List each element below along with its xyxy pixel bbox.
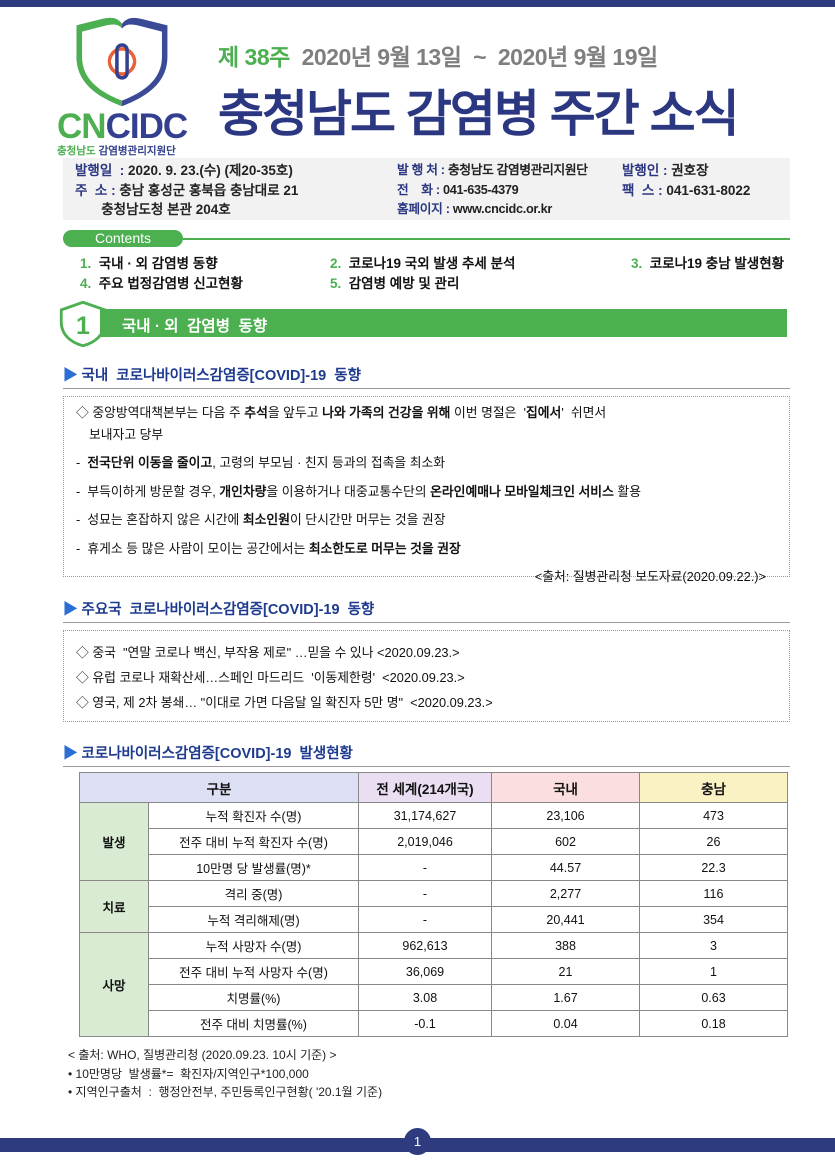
svg-text:1: 1 bbox=[76, 312, 90, 340]
